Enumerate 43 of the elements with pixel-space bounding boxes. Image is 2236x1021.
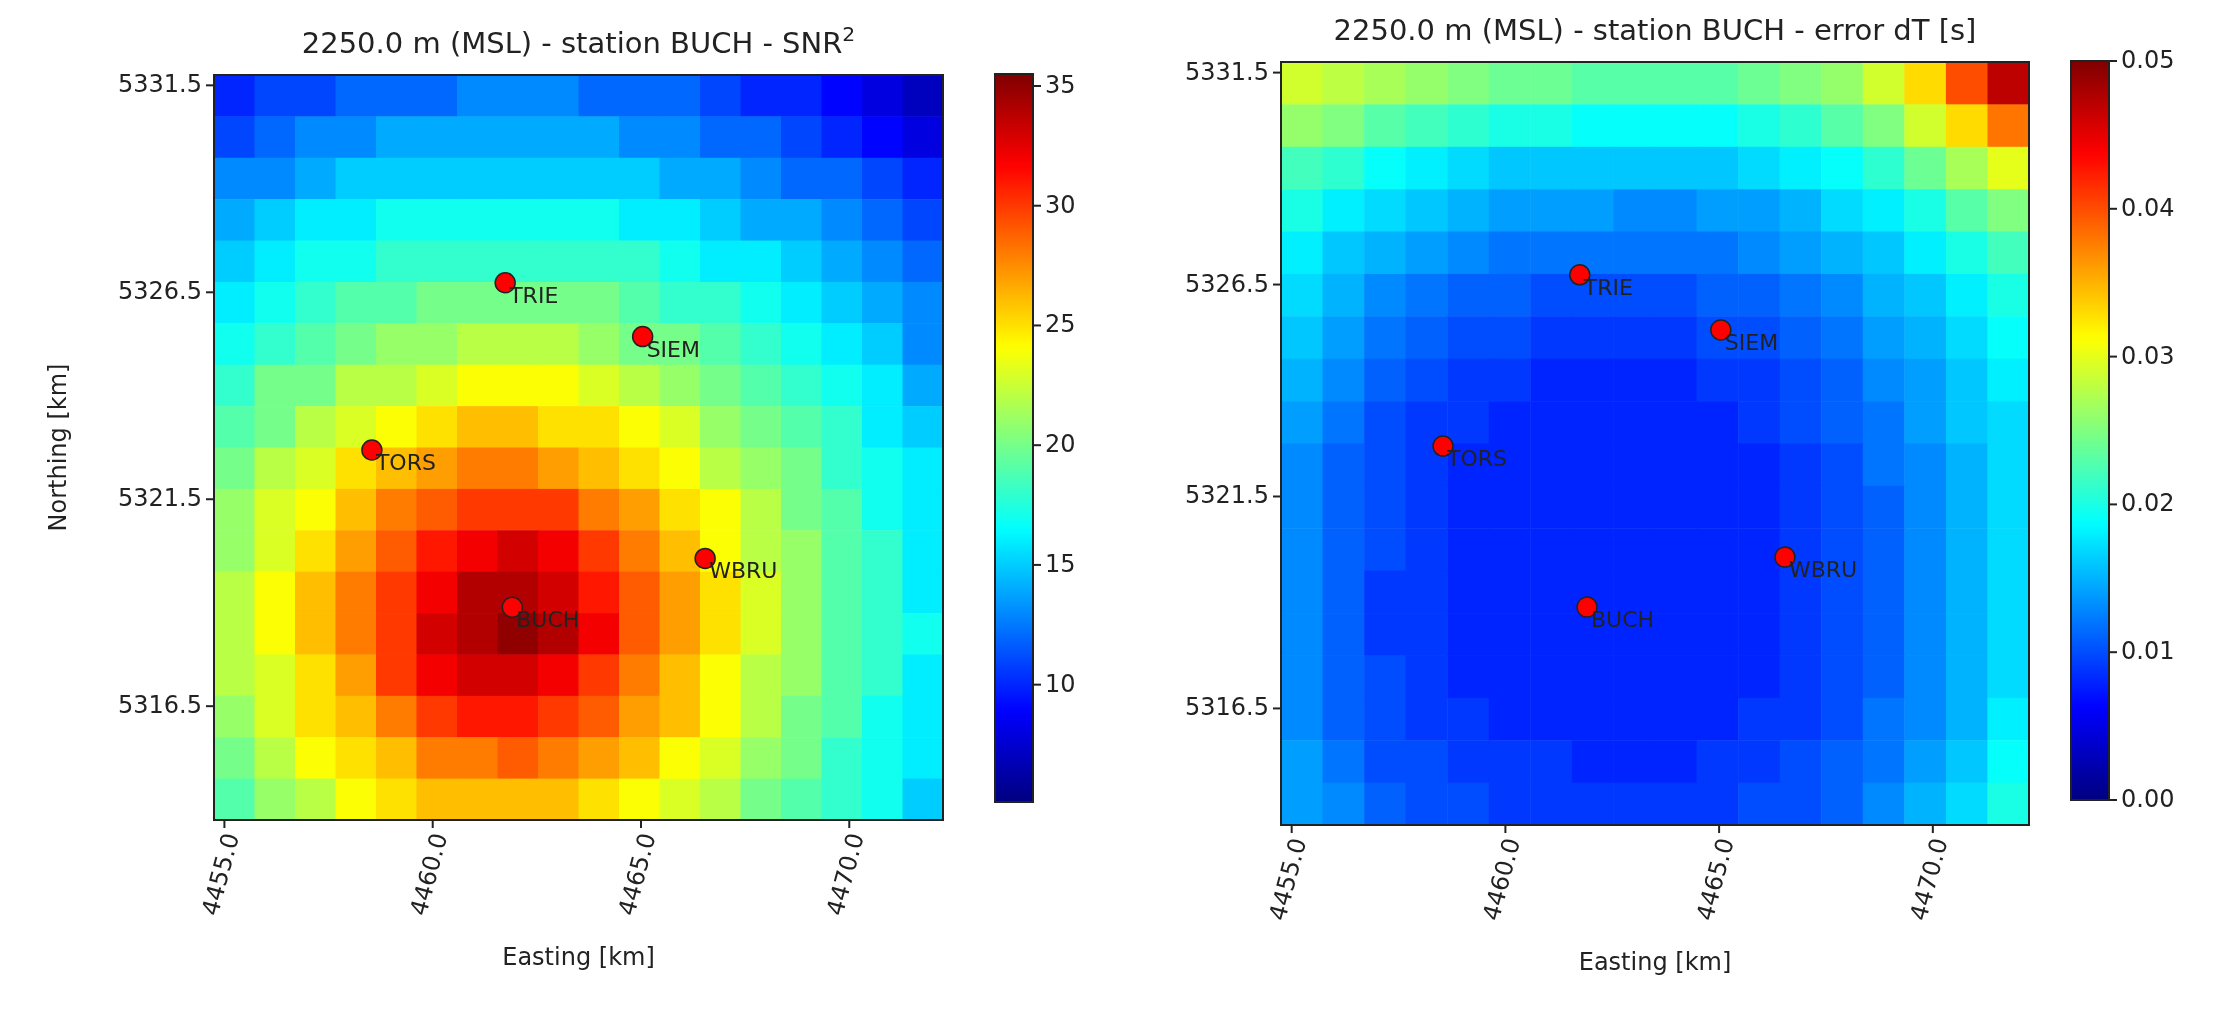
x-tick-label: 4465.0	[1690, 835, 1740, 924]
chart-title: 2250.0 m (MSL) - station BUCH - SNR$^{2}$	[301, 22, 856, 60]
y-tick-label: 5316.5	[118, 691, 202, 720]
color-bar-label: 0.00	[2121, 785, 2175, 813]
x-tick-label: 4455.0	[196, 830, 245, 919]
color-bar-label: 25	[1045, 310, 1076, 339]
y-tick-label: 5316.5	[1185, 693, 1269, 722]
annotation: TORS	[374, 449, 436, 475]
color-bar-label: 20	[1045, 430, 1076, 459]
y-tick-label: 5321.5	[1185, 481, 1269, 510]
x-tick-label: 4460.0	[404, 830, 454, 919]
y-tick-label: 5331.5	[1185, 57, 1269, 86]
color-bar-label: 35	[1045, 70, 1076, 99]
annotation: SIEM	[646, 336, 700, 362]
x-tick-label: 4465.0	[612, 830, 662, 919]
x-tick-label: 4470.0	[1904, 835, 1954, 924]
annotation: WBRU	[1788, 557, 1858, 583]
x-axis-title: Easting [km]	[1578, 948, 1732, 976]
y-axis-title: Northing [km]	[44, 363, 72, 532]
color-bar-label: 0.05	[2121, 46, 2175, 74]
y-tick-label: 5326.5	[1185, 269, 1269, 298]
y-tick-label: 5331.5	[118, 70, 202, 99]
x-tick-label: 4455.0	[1263, 835, 1313, 924]
color-bar-label: 0.02	[2121, 489, 2175, 518]
color-bar-label: 10	[1045, 669, 1076, 698]
annotation: TRIE	[1582, 274, 1633, 300]
y-tick-label: 5326.5	[118, 277, 202, 306]
color-bar-label: 0.01	[2121, 637, 2175, 666]
color-bar-label: 0.03	[2121, 341, 2175, 370]
y-tick-label: 5321.5	[118, 484, 202, 513]
color-bar-label: 0.04	[2121, 193, 2175, 222]
annotation: SIEM	[1724, 329, 1779, 355]
x-axis-title: Easting [km]	[502, 943, 655, 971]
annotation: TORS	[1446, 446, 1508, 472]
chart-title: 2250.0 m (MSL) - station BUCH - error dT [s]	[1333, 13, 1977, 47]
color-bar-label: 30	[1045, 190, 1076, 219]
x-tick-label: 4470.0	[821, 830, 870, 919]
annotation: TRIE	[508, 282, 559, 308]
annotation: BUCH	[516, 607, 580, 633]
color-bar-label: 15	[1045, 549, 1076, 578]
x-tick-label: 4460.0	[1477, 835, 1526, 924]
annotation: BUCH	[1591, 607, 1655, 633]
annotation: WBRU	[709, 558, 778, 584]
